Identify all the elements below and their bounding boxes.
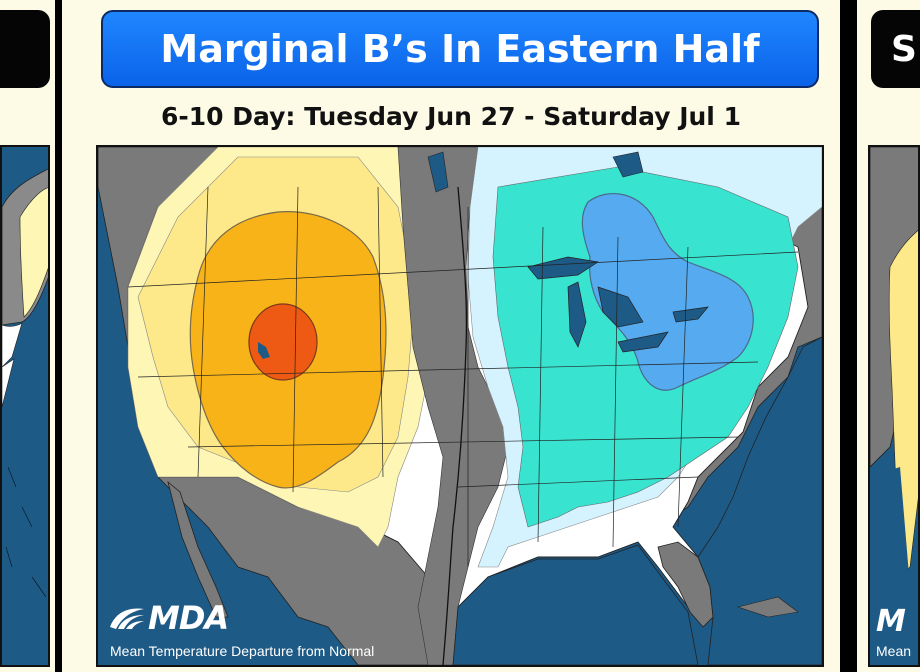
great-salt-lake [258, 342, 270, 359]
atlantic-ocean [697, 336, 822, 665]
florida-peninsula [657, 541, 714, 628]
lake-ontario [672, 306, 709, 323]
next-slide-title: S [891, 28, 917, 70]
warm-hot-core [248, 303, 318, 381]
canada-lake-1 [612, 151, 644, 178]
forecast-period-subtitle: 6-10 Day: Tuesday Jun 27 - Saturday Jul … [161, 102, 741, 131]
baja-peninsula [167, 480, 229, 618]
cuba-island [736, 596, 799, 618]
mda-swoosh-icon [110, 608, 144, 629]
slide-title: Marginal B’s In Eastern Half [160, 27, 760, 71]
mda-logo: MDA [108, 599, 229, 637]
us-anomaly-map-graphic [98, 147, 822, 665]
lake-erie [617, 331, 669, 353]
current-slide-panel: Marginal B’s In Eastern Half 6-10 Day: T… [62, 0, 840, 672]
temperature-anomaly-map: MDA Mean Temperature Departure from Norm… [96, 145, 824, 667]
previous-slide-panel[interactable] [0, 0, 55, 672]
next-slide-map: M Mean [868, 145, 920, 667]
previous-slide-map [0, 145, 50, 667]
lake-huron [597, 286, 644, 328]
lake-superior [527, 256, 599, 280]
next-slide-title-bar: S [871, 10, 920, 88]
gulf-of-mexico [452, 544, 699, 665]
previous-slide-map-graphic [2, 147, 48, 665]
canada-lake-2 [427, 151, 449, 193]
next-slide-logo: M [876, 604, 906, 639]
slide-title-banner: Marginal B’s In Eastern Half [101, 10, 819, 88]
next-slide-map-graphic [870, 147, 918, 665]
previous-slide-title-bar [0, 10, 50, 88]
mississippi-river [442, 186, 468, 665]
cool-blue-region [581, 193, 754, 391]
map-caption: Mean Temperature Departure from Normal [110, 643, 375, 659]
mda-logo-text: MDA [148, 599, 229, 637]
next-slide-caption: Mean [876, 643, 912, 659]
state-borders [127, 186, 799, 567]
next-slide-panel[interactable]: S M Mean [857, 0, 920, 672]
lake-michigan [567, 281, 587, 348]
